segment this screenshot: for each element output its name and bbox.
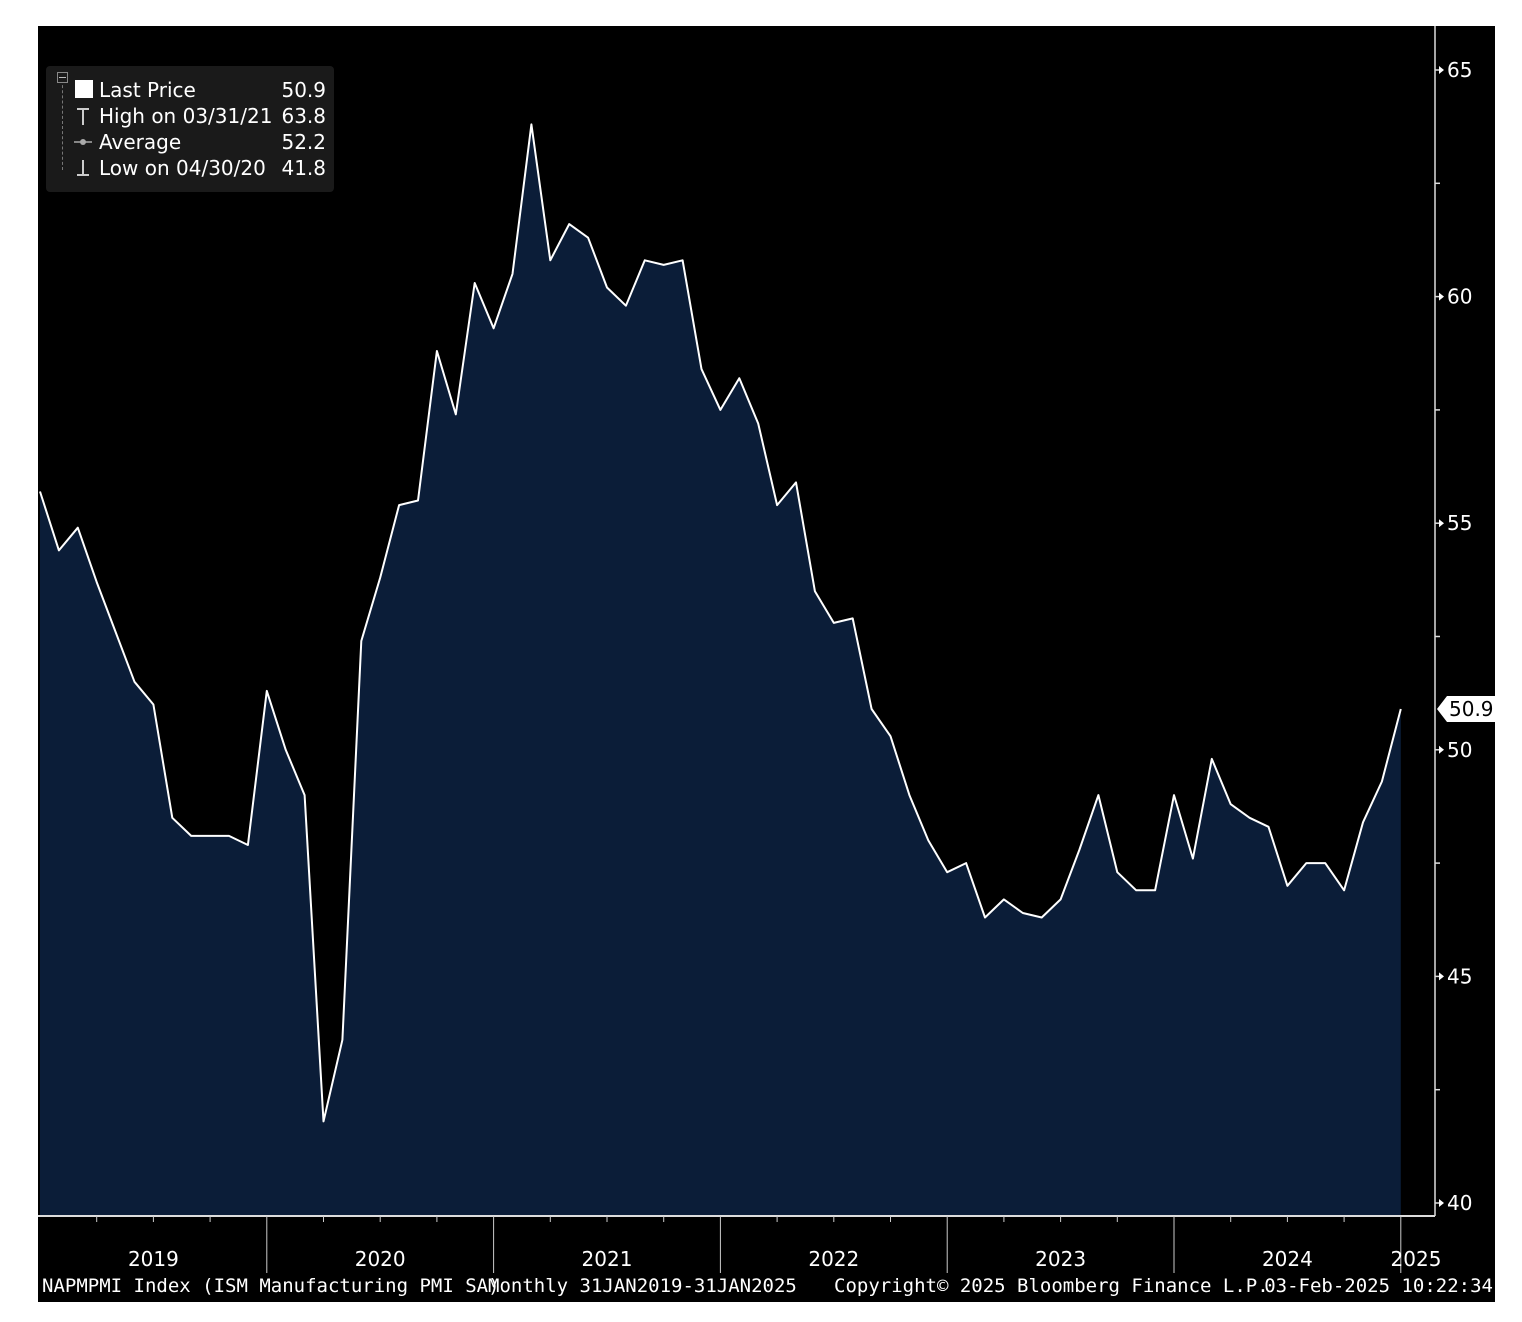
x-tick-label: 2024 [1262,1247,1313,1271]
x-tick-label: 2025 [1391,1247,1442,1271]
last-value-tag [1437,696,1495,722]
footer-timestamp: 03-Feb-2025 10:22:34 [1264,1275,1493,1297]
y-tick-arrow [1439,292,1444,301]
series-line [39,123,1402,1123]
y-tick-label: 45 [1447,964,1472,988]
x-tick-label: 2021 [582,1247,633,1271]
legend-high: High on 03/31/21 63.8 [46,104,334,130]
legend-low: Low on 04/30/20 41.8 [46,156,334,182]
footer-security: NAPMPMI Index (ISM Manufacturing PMI SA) [42,1275,500,1297]
y-tick-arrow [1439,1199,1444,1207]
y-tick-arrow [1439,972,1444,981]
chart-footer: NAPMPMI Index (ISM Manufacturing PMI SA)… [38,1275,1495,1301]
y-tick-arrow [1439,66,1444,74]
footer-copyright: Copyright© 2025 Bloomberg Finance L.P. [834,1275,1269,1297]
y-tick-arrow [1439,745,1444,754]
area-fill [40,124,1401,1216]
y-tick-arrow [1439,519,1444,528]
y-tick-label: 50 [1447,738,1472,762]
y-tick-label: 55 [1447,511,1472,535]
collapse-icon[interactable] [57,72,68,83]
chart-canvas: 2019 2020 2021 2022 2023 2024 2025 40 45 50 55 60 65… [38,26,1495,1273]
high-marker-icon [77,108,89,125]
x-tick-label: 2023 [1035,1247,1086,1271]
footer-range: Monthly 31JAN2019-31JAN2025 [488,1275,797,1297]
average-marker-icon [74,139,92,145]
y-tick-label: 65 [1447,58,1472,82]
x-tick-label: 2019 [128,1247,179,1271]
low-marker-icon [77,160,89,176]
legend-average: Average 52.2 [46,130,334,156]
x-tick-label: 2020 [355,1247,406,1271]
y-tick-label: 60 [1447,285,1472,309]
last-value-label: 50.9 [1449,697,1494,721]
legend: Last Price 50.9 High on 03/31/21 63.8 Av… [46,66,334,192]
y-tick-label: 40 [1447,1191,1472,1215]
x-tick-label: 2022 [808,1247,859,1271]
swatch-icon [75,80,93,98]
chart-area: 2019 2020 2021 2022 2023 2024 2025 40 45 50 55 60 65… [38,26,1495,1302]
legend-last-price: Last Price 50.9 [46,78,334,104]
